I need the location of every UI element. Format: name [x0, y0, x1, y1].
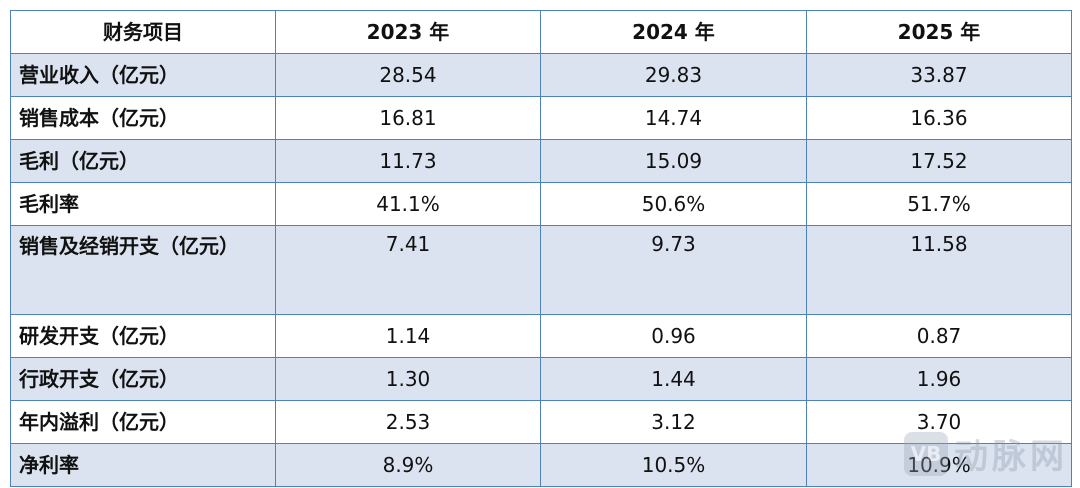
cell-value: 50.6%	[540, 182, 807, 226]
cell-value: 0.96	[540, 314, 807, 358]
header-year-2024: 2024 年	[540, 10, 807, 54]
header-year-2025: 2025 年	[806, 10, 1072, 54]
cell-value: 10.5%	[540, 443, 807, 487]
table-row: 年内溢利（亿元） 2.53 3.12 3.70	[10, 400, 1072, 444]
row-label: 销售及经销开支（亿元）	[10, 225, 276, 315]
cell-value: 41.1%	[275, 182, 541, 226]
table-row: 毛利率 41.1% 50.6% 51.7%	[10, 182, 1072, 226]
cell-value: 1.30	[275, 357, 541, 401]
header-item: 财务项目	[10, 10, 276, 54]
row-label: 毛利率	[10, 182, 276, 226]
cell-value: 2.53	[275, 400, 541, 444]
cell-value: 10.9%	[806, 443, 1072, 487]
cell-value: 7.41	[275, 225, 541, 315]
row-label: 销售成本（亿元）	[10, 96, 276, 140]
cell-value: 17.52	[806, 139, 1072, 183]
table-row: 研发开支（亿元） 1.14 0.96 0.87	[10, 314, 1072, 358]
header-year-2023: 2023 年	[275, 10, 541, 54]
table-row: 净利率 8.9% 10.5% 10.9%	[10, 443, 1072, 487]
row-label: 行政开支（亿元）	[10, 357, 276, 401]
row-label: 营业收入（亿元）	[10, 53, 276, 97]
cell-value: 1.44	[540, 357, 807, 401]
row-label: 毛利（亿元）	[10, 139, 276, 183]
cell-value: 15.09	[540, 139, 807, 183]
table-row: 销售成本（亿元） 16.81 14.74 16.36	[10, 96, 1072, 140]
cell-value: 11.58	[806, 225, 1072, 315]
cell-value: 51.7%	[806, 182, 1072, 226]
cell-value: 1.14	[275, 314, 541, 358]
cell-value: 14.74	[540, 96, 807, 140]
cell-value: 11.73	[275, 139, 541, 183]
row-label: 净利率	[10, 443, 276, 487]
cell-value: 9.73	[540, 225, 807, 315]
cell-value: 8.9%	[275, 443, 541, 487]
table-row: 营业收入（亿元） 28.54 29.83 33.87	[10, 53, 1072, 97]
cell-value: 3.70	[806, 400, 1072, 444]
row-label: 年内溢利（亿元）	[10, 400, 276, 444]
cell-value: 16.36	[806, 96, 1072, 140]
table-row: 毛利（亿元） 11.73 15.09 17.52	[10, 139, 1072, 183]
cell-value: 1.96	[806, 357, 1072, 401]
table-row: 行政开支（亿元） 1.30 1.44 1.96	[10, 357, 1072, 401]
table-row: 销售及经销开支（亿元） 7.41 9.73 11.58	[10, 225, 1072, 315]
cell-value: 0.87	[806, 314, 1072, 358]
cell-value: 29.83	[540, 53, 807, 97]
financial-table: 财务项目 2023 年 2024 年 2025 年 营业收入（亿元） 28.54…	[10, 10, 1072, 487]
header-row: 财务项目 2023 年 2024 年 2025 年	[10, 10, 1072, 54]
row-label: 研发开支（亿元）	[10, 314, 276, 358]
cell-value: 33.87	[806, 53, 1072, 97]
cell-value: 28.54	[275, 53, 541, 97]
cell-value: 16.81	[275, 96, 541, 140]
cell-value: 3.12	[540, 400, 807, 444]
